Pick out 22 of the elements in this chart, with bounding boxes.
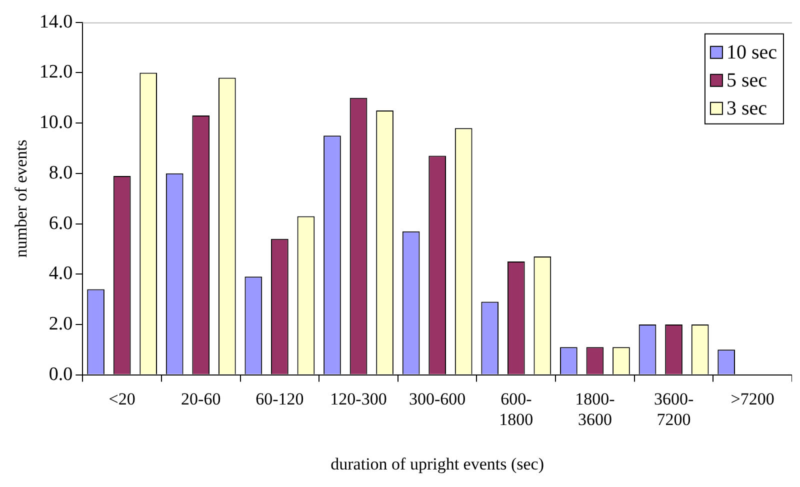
x-tick-label: >7200 <box>730 389 774 408</box>
y-axis-title: number of events <box>12 140 31 258</box>
legend-label: 5 sec <box>726 70 768 92</box>
legend-label: 3 sec <box>726 98 768 120</box>
x-tick-label: <20 <box>108 389 136 408</box>
x-tick-label: 300-600 <box>408 389 466 408</box>
legend-label: 10 sec <box>726 42 778 64</box>
x-tick-label: 20-60 <box>181 389 221 408</box>
x-tick-label: 600-1800 <box>499 389 534 429</box>
y-tick-label: 12.0 <box>39 62 73 83</box>
x-axis-title: duration of upright events (sec) <box>330 454 544 474</box>
y-tick-label: 6.0 <box>48 212 73 234</box>
y-tick-label: 4.0 <box>48 263 73 284</box>
y-tick-label: 0.0 <box>48 364 73 385</box>
x-tick-label: 60-120 <box>256 389 304 408</box>
y-tick-label: 10.0 <box>39 112 73 134</box>
y-tick-label: 14.0 <box>39 11 73 32</box>
x-tick-label: 1800-3600 <box>575 389 616 429</box>
x-tick-label: 3600-7200 <box>654 389 694 429</box>
x-tick-label: 120-300 <box>330 389 387 408</box>
y-tick-label: 2.0 <box>48 313 73 334</box>
y-tick-label: 8.0 <box>48 162 73 184</box>
